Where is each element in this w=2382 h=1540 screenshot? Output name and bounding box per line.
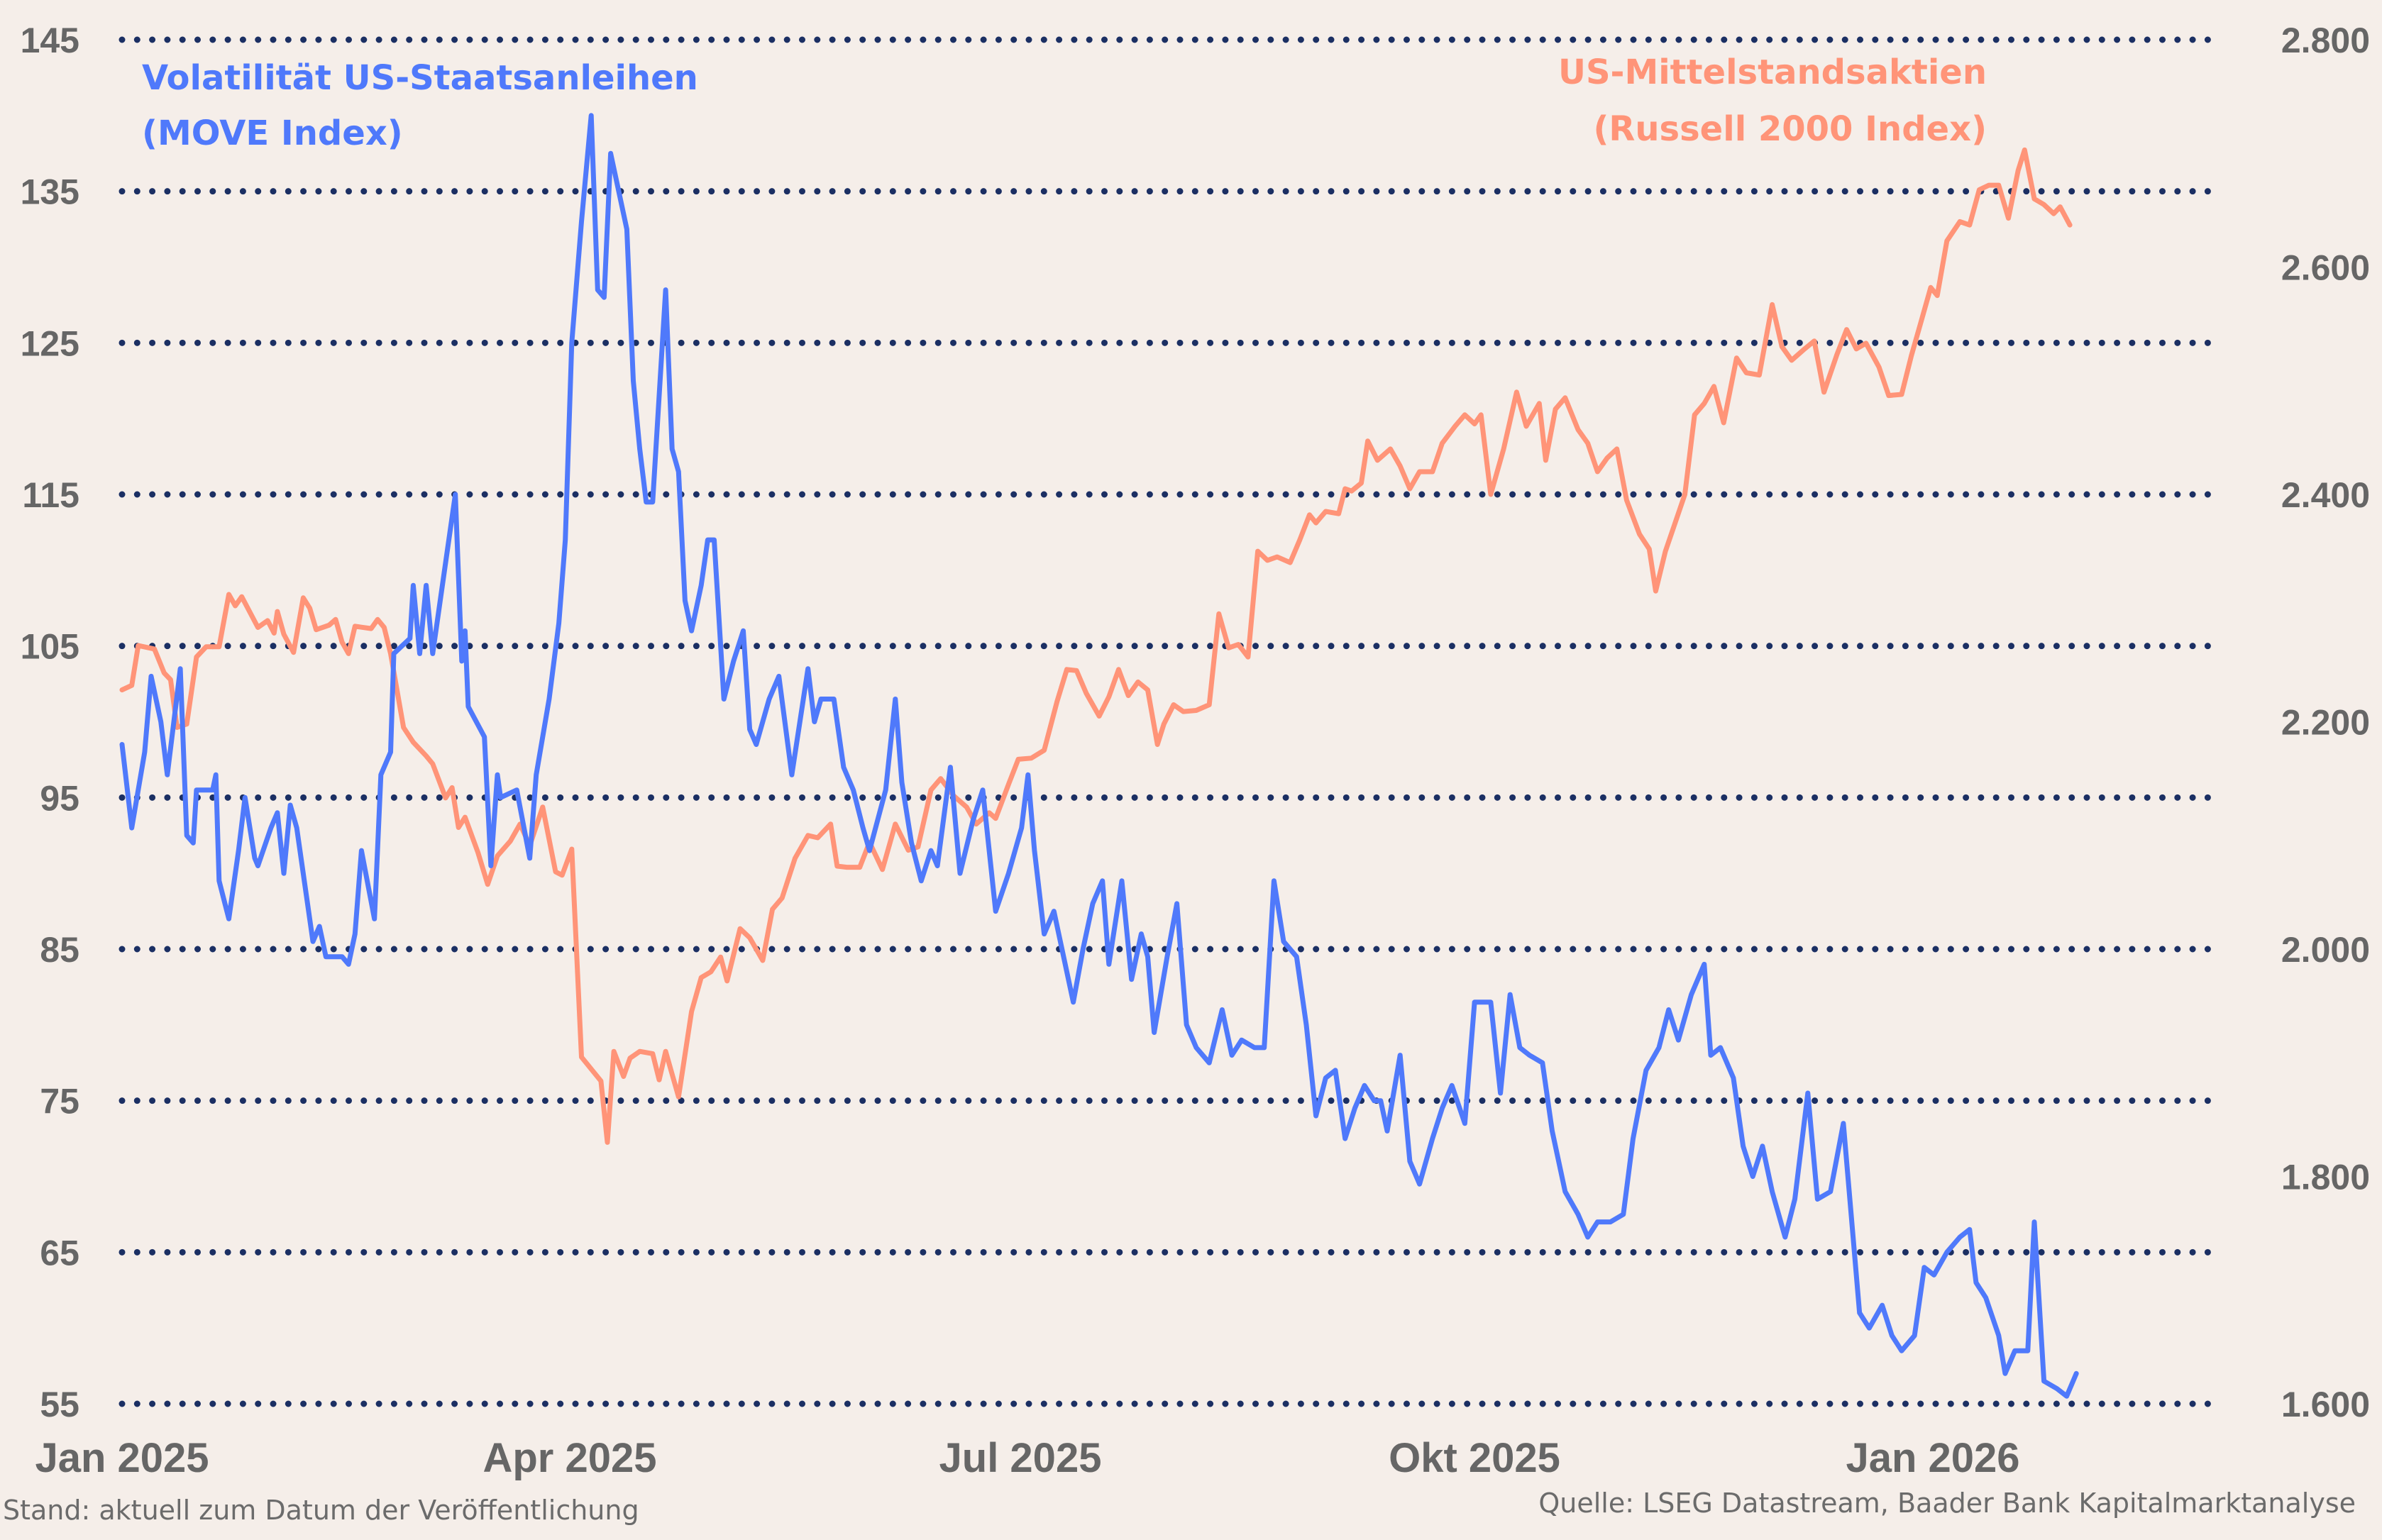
legend-russell-subtitle: (Russell 2000 Index) bbox=[1593, 109, 1987, 149]
x-tick-label: Apr 2025 bbox=[483, 1435, 656, 1481]
y-right-tick-label: 1.800 bbox=[2281, 1158, 2370, 1197]
y-right-tick-label: 2.600 bbox=[2281, 248, 2370, 288]
move-index-line bbox=[119, 113, 2079, 1399]
y-left-tick-label: 55 bbox=[40, 1385, 79, 1424]
y-right-tick-label: 1.600 bbox=[2281, 1385, 2370, 1424]
y-axis-right: 2.800 2.600 2.400 2.200 2.000 1.800 1.600 bbox=[2281, 21, 2370, 1424]
y-right-tick-label: 2.000 bbox=[2281, 930, 2370, 970]
y-right-tick-label: 2.800 bbox=[2281, 21, 2370, 60]
y-left-tick-label: 95 bbox=[40, 778, 79, 818]
y-left-tick-label: 85 bbox=[40, 930, 79, 970]
y-left-tick-label: 65 bbox=[40, 1233, 79, 1273]
legend-move-subtitle: (MOVE Index) bbox=[142, 113, 403, 153]
y-left-tick-label: 75 bbox=[40, 1082, 79, 1121]
y-axis-left: 145 135 125 115 105 95 85 75 65 55 bbox=[21, 21, 79, 1424]
x-tick-label: Jul 2025 bbox=[939, 1435, 1102, 1481]
y-left-tick-label: 105 bbox=[21, 627, 79, 667]
x-tick-label: Jan 2026 bbox=[1846, 1435, 2019, 1481]
legend-move-title: Volatilität US-Staatsanleihen bbox=[142, 58, 698, 98]
footer-status: Stand: aktuell zum Datum der Veröffentli… bbox=[3, 1495, 639, 1526]
y-left-tick-label: 145 bbox=[21, 21, 79, 60]
footer-source: Quelle: LSEG Datastream, Baader Bank Kap… bbox=[1538, 1488, 2356, 1519]
legend-russell-title: US-Mittelstandsaktien bbox=[1558, 52, 1987, 92]
y-left-tick-label: 125 bbox=[21, 323, 79, 363]
y-right-tick-label: 2.200 bbox=[2281, 703, 2370, 743]
x-tick-label: Okt 2025 bbox=[1389, 1435, 1560, 1481]
y-left-tick-label: 115 bbox=[22, 475, 79, 515]
gridlines bbox=[118, 36, 2221, 1407]
x-axis: Jan 2025 Apr 2025 Jul 2025 Okt 2025 Jan 2026 bbox=[35, 1435, 2019, 1481]
x-tick-label: Jan 2025 bbox=[35, 1435, 209, 1481]
y-left-tick-label: 135 bbox=[21, 172, 79, 212]
y-right-tick-label: 2.400 bbox=[2281, 475, 2370, 515]
russell-2000-line bbox=[119, 147, 2073, 1145]
